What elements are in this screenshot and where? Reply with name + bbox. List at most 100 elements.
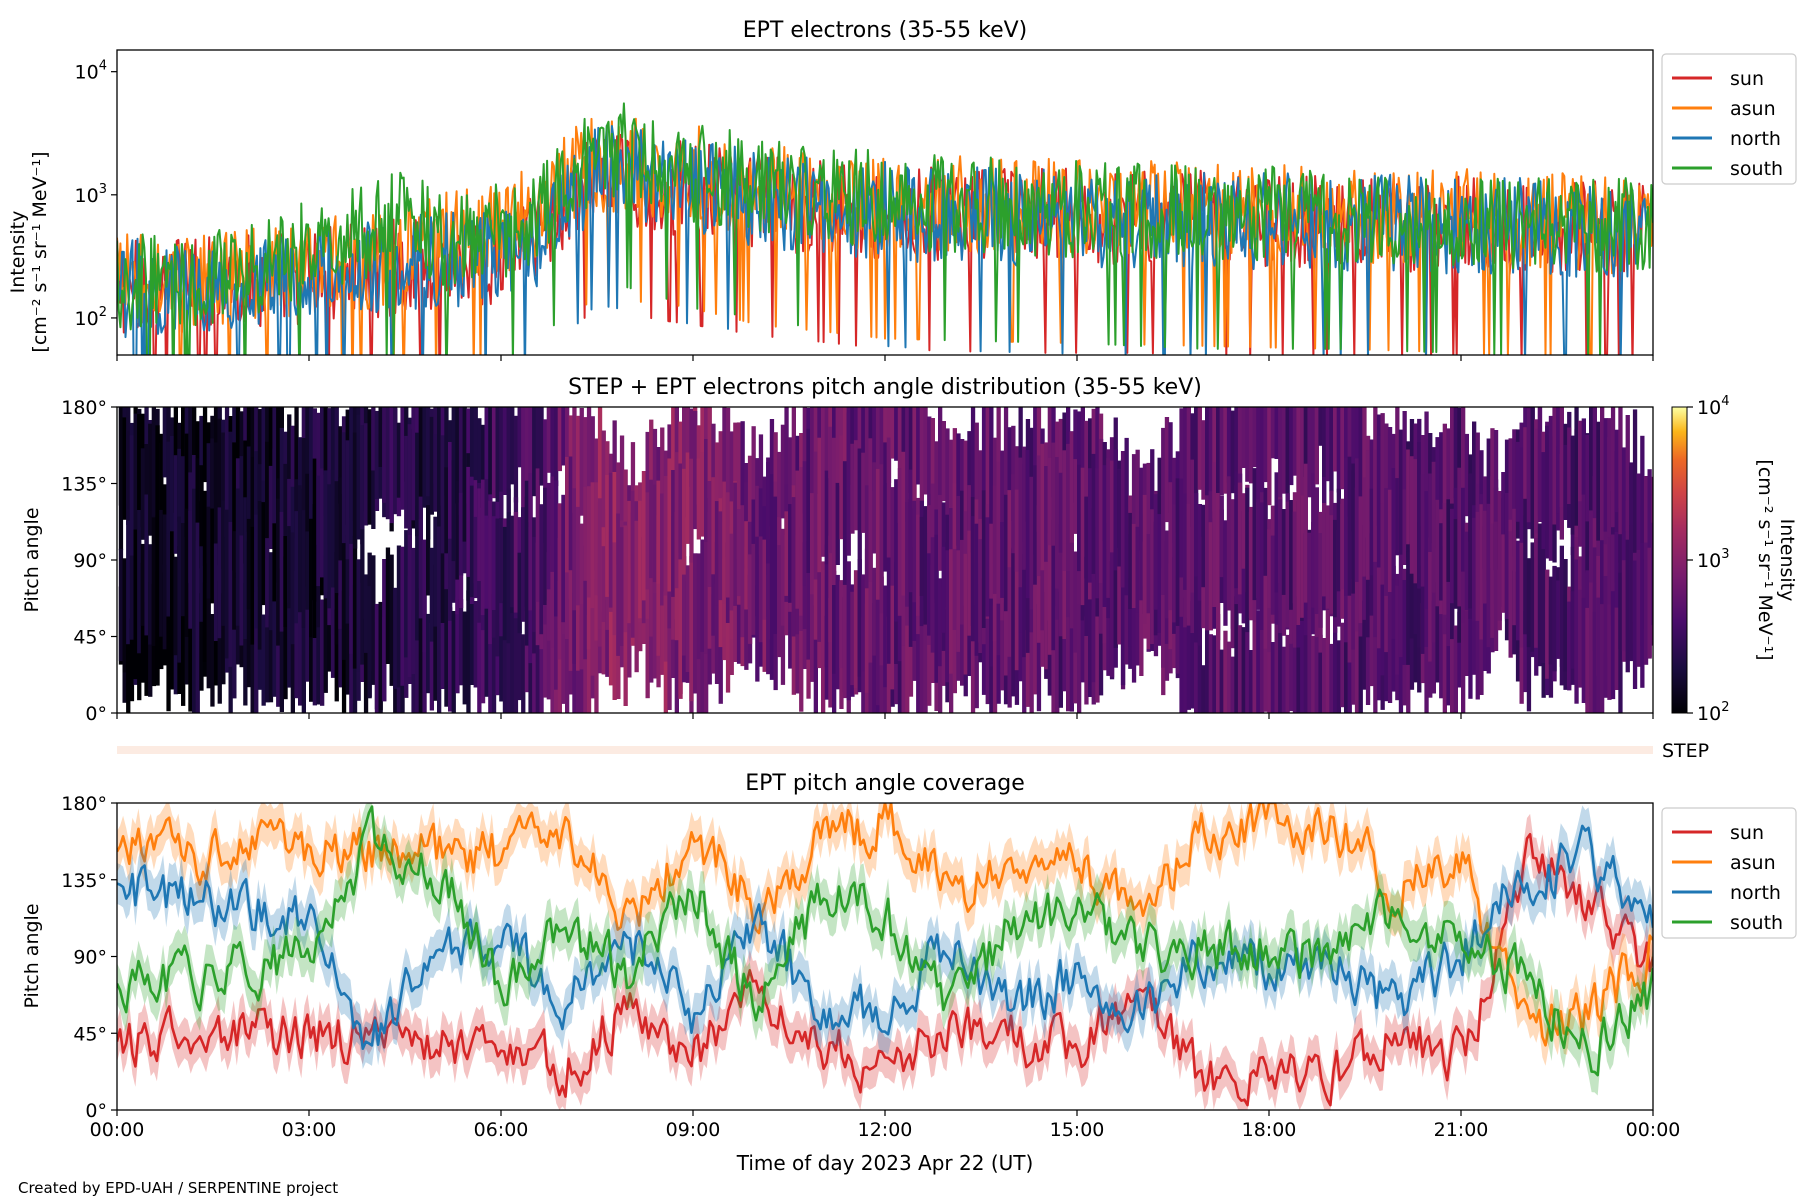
pad-cell	[554, 547, 559, 690]
pad-cell	[981, 407, 987, 524]
pad-cell	[144, 602, 149, 696]
pad-cell	[546, 482, 551, 590]
pad-cell	[1373, 623, 1378, 713]
pad-cell	[619, 527, 625, 646]
pad-cell	[601, 430, 606, 570]
legend-box	[1661, 807, 1797, 939]
pad-cell	[1600, 407, 1605, 541]
pad-cell	[777, 545, 782, 658]
pad-cell	[356, 414, 361, 540]
pad-cell	[367, 586, 372, 699]
coverage-band-asun	[117, 803, 1653, 1066]
pad-cell	[126, 430, 131, 510]
pad-cell	[780, 528, 786, 626]
pad-cell	[265, 558, 270, 703]
pad-cell	[1431, 600, 1436, 694]
pad-cell	[246, 518, 252, 610]
pad-cell	[700, 407, 705, 493]
pad-cell	[250, 407, 255, 501]
pad-cell	[162, 514, 167, 650]
pad-cell	[195, 458, 200, 534]
pad-cell	[129, 555, 135, 640]
y-tick-label: 135°	[61, 474, 107, 496]
pad-cell	[1025, 630, 1031, 707]
pad-cell	[641, 471, 647, 601]
pad-cell	[1084, 556, 1089, 636]
pad-cell	[462, 458, 467, 542]
pad-cell	[535, 606, 540, 713]
pad-cell	[1482, 510, 1488, 604]
pad-cell	[232, 442, 237, 571]
pad-cell	[466, 590, 471, 713]
pad-cell	[451, 611, 456, 713]
pad-cell	[685, 452, 690, 544]
pad-cell	[389, 554, 394, 686]
pad-cell	[499, 407, 504, 510]
pad-cell	[1120, 451, 1126, 588]
pad-cell	[1479, 450, 1484, 530]
pad-cell	[678, 552, 683, 699]
pad-cell	[1194, 526, 1199, 643]
pad-cell	[1340, 407, 1345, 490]
pad-cell	[810, 493, 815, 595]
pad-cell	[1574, 559, 1579, 704]
pad-cell	[590, 416, 595, 534]
pad-cell	[901, 604, 906, 713]
pad-cell	[1420, 474, 1426, 587]
pad-cell	[1618, 407, 1623, 535]
pad-cell	[1376, 527, 1382, 649]
pad-cell	[1058, 472, 1063, 553]
pad-cell	[510, 598, 515, 713]
intensity-series-south	[117, 102, 1653, 355]
pad-cell	[1369, 488, 1374, 576]
coverage-legend: sun asun north south	[1661, 807, 1797, 939]
pad-cell	[1278, 499, 1283, 633]
pad-cell	[363, 574, 369, 653]
pad-cell	[1439, 432, 1444, 545]
pad-cell	[1545, 425, 1550, 559]
pad-cell	[1029, 615, 1034, 713]
pad-cell	[283, 536, 288, 627]
pad-cell	[817, 437, 822, 573]
pad-cell	[521, 507, 526, 622]
pad-cell	[1055, 606, 1060, 713]
y-tick-label: 104	[1697, 394, 1729, 419]
coverage-series-north	[117, 824, 1653, 1050]
pad-cell	[586, 614, 592, 713]
pad-cell	[1508, 438, 1513, 520]
pad-cell	[718, 593, 723, 704]
pad-cell	[890, 407, 895, 459]
pad-cell	[652, 484, 658, 583]
pad-cell	[458, 492, 464, 576]
pad-cell	[1567, 427, 1572, 504]
pad-cell	[784, 511, 789, 596]
pad-cell	[850, 443, 855, 534]
pad-cell	[1241, 407, 1246, 468]
pad-cell	[250, 457, 255, 588]
pad-cell	[579, 408, 584, 516]
pad-cell	[905, 407, 910, 522]
intensity-y-ticks: 102 103 104	[75, 59, 117, 330]
pad-cell	[1069, 506, 1074, 629]
pad-cell	[722, 407, 727, 522]
pad-cell	[539, 608, 544, 713]
pad-cell	[1475, 570, 1480, 700]
pad-cell	[1369, 586, 1374, 687]
pad-cell	[839, 435, 844, 540]
pad-cell	[1161, 493, 1166, 595]
pad-cell	[912, 407, 917, 509]
pad-cell	[173, 556, 178, 656]
pad-cell	[1596, 597, 1601, 713]
pad-cell	[1461, 407, 1466, 497]
pad-cell	[458, 407, 464, 515]
pad-cell	[323, 470, 328, 599]
pad-cell	[1183, 597, 1188, 713]
pad-cell	[539, 504, 544, 635]
pad-cell	[1033, 554, 1038, 695]
pad-cell	[1395, 478, 1400, 556]
pad-cell	[276, 498, 281, 646]
pad-cell	[608, 567, 614, 686]
pad-cell	[1223, 407, 1228, 494]
pad-cell	[148, 544, 153, 645]
pad-cell	[521, 634, 526, 713]
